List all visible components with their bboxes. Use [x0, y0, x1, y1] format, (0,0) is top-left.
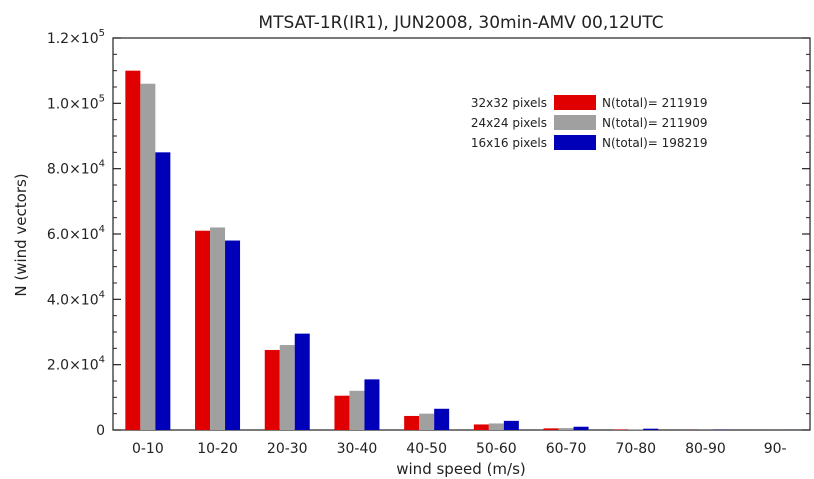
legend-series-name: 24x24 pixels: [471, 116, 547, 130]
x-tick-label: 0-10: [132, 441, 164, 457]
y-tick-label: 1.0×105: [47, 93, 105, 112]
legend-swatch: [554, 115, 596, 130]
x-tick-label: 10-20: [197, 441, 238, 457]
y-tick-label: 0: [96, 423, 105, 439]
bar: [140, 83, 156, 430]
bar: [558, 428, 574, 430]
bar: [155, 152, 171, 431]
legend-series-name: 16x16 pixels: [471, 136, 547, 150]
y-tick-label: 8.0×104: [47, 159, 105, 178]
x-tick-label: 30-40: [337, 441, 378, 457]
bar: [210, 227, 226, 430]
legend-total-label: N(total)= 198219: [602, 136, 707, 150]
bar: [195, 230, 211, 430]
bar: [404, 415, 420, 430]
y-tick-label: 4.0×104: [47, 289, 105, 308]
chart-title: MTSAT-1R(IR1), JUN2008, 30min-AMV 00,12U…: [258, 13, 663, 33]
bar: [419, 413, 435, 430]
bar: [434, 408, 450, 430]
bar: [573, 426, 589, 430]
legend-total-label: N(total)= 211919: [602, 96, 707, 110]
bar: [503, 420, 519, 430]
bar: [628, 429, 644, 430]
bar: [264, 349, 280, 430]
bar: [543, 428, 559, 430]
bar: [488, 423, 504, 430]
x-axis: 0-10 10-20 20-30 30-40 40-50 50-60 60-70 70-80 8…: [132, 441, 787, 457]
x-tick-label: 70-80: [615, 441, 656, 457]
y-tick-label: 1.2×105: [47, 28, 105, 47]
bar: [349, 390, 365, 430]
legend-swatch: [554, 95, 596, 110]
legend: 32x32 pixels N(total)= 211919 24x24 pixels…: [471, 95, 707, 150]
legend-swatch: [554, 135, 596, 150]
y-axis-label: N (wind vectors): [12, 173, 30, 296]
y-axis: 0 2.0×104 4.0×104 6.0×104 8.0×104 1.0×105 1.2×…: [47, 28, 810, 439]
x-tick-label: 40-50: [406, 441, 447, 457]
x-tick-label: 50-60: [476, 441, 517, 457]
bar: [279, 345, 295, 430]
bar: [125, 70, 141, 431]
x-tick-label: 60-70: [546, 441, 587, 457]
y-tick-label: 2.0×104: [47, 355, 105, 374]
x-tick-label: 80-90: [685, 441, 726, 457]
legend-total-label: N(total)= 211909: [602, 116, 707, 130]
x-axis-label: wind speed (m/s): [396, 460, 526, 478]
x-tick-label: 20-30: [267, 441, 308, 457]
y-tick-label: 6.0×104: [47, 224, 105, 243]
bar: [294, 333, 310, 430]
bars-group: [125, 70, 798, 431]
x-tick-label: 90-: [764, 441, 787, 457]
legend-series-name: 32x32 pixels: [471, 96, 547, 110]
bar: [334, 395, 350, 430]
bar: [364, 379, 380, 430]
bar: [225, 240, 241, 430]
bar: [473, 424, 489, 430]
bar: [643, 428, 659, 430]
